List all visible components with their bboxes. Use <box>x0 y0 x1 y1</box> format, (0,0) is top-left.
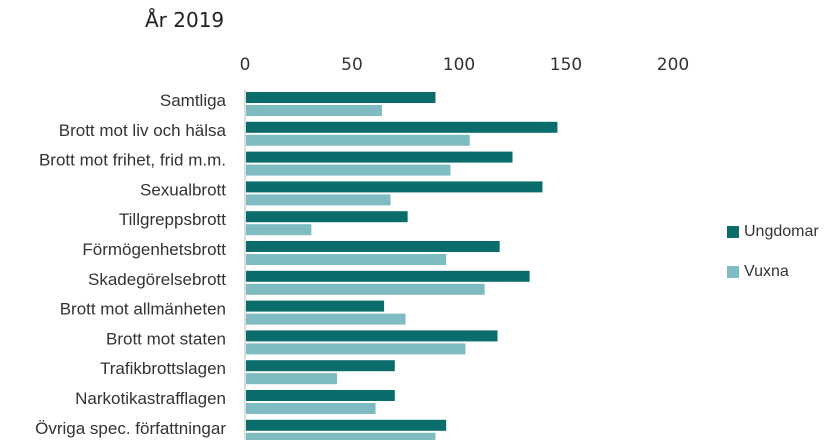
bar-vuxna <box>246 403 376 414</box>
bar-vuxna <box>246 164 451 176</box>
legend-item-vuxna: Vuxna <box>727 262 819 282</box>
bar-ungdomar <box>246 121 558 133</box>
category-label: Brott mot staten <box>106 329 226 348</box>
bar-ungdomar <box>246 211 408 223</box>
bar-ungdomar <box>246 241 500 252</box>
bar-vuxna <box>246 254 447 265</box>
bar-ungdomar <box>246 92 436 103</box>
legend-label-ungdomar: Ungdomar <box>744 223 819 240</box>
bar-vuxna <box>246 224 312 236</box>
bar-vuxna <box>246 283 485 295</box>
legend: Ungdomar Vuxna <box>727 222 819 302</box>
bar-vuxna <box>246 343 466 355</box>
legend-swatch-ungdomar <box>727 226 739 238</box>
bar-vuxna <box>246 105 382 116</box>
x-tick-label: 50 <box>341 55 363 75</box>
bar-ungdomar <box>246 419 447 431</box>
bar-vuxna <box>246 432 436 440</box>
category-label: Samtliga <box>160 91 227 110</box>
category-label: Skadegörelsebrott <box>88 270 226 289</box>
bar-ungdomar <box>246 151 513 163</box>
bar-ungdomar <box>246 390 395 401</box>
legend-swatch-vuxna <box>727 266 739 278</box>
bar-ungdomar <box>246 270 530 282</box>
legend-item-ungdomar: Ungdomar <box>727 222 819 242</box>
bar-vuxna <box>246 134 470 146</box>
bar-vuxna <box>246 373 338 385</box>
bar-ungdomar <box>246 330 498 342</box>
category-label: Brott mot allmänheten <box>60 300 226 319</box>
category-label: Brott mot liv och hälsa <box>59 121 227 140</box>
category-label: Förmögenhetsbrott <box>82 240 226 259</box>
category-label: Övriga spec. författningar <box>35 419 226 438</box>
bar-vuxna <box>246 313 406 325</box>
bar-ungdomar <box>246 300 385 312</box>
x-tick-label: 150 <box>550 55 582 75</box>
category-label: Sexualbrott <box>140 180 226 199</box>
x-tick-label: 200 <box>657 55 689 75</box>
bar-ungdomar <box>246 360 395 372</box>
chart-title: År 2019 <box>145 8 225 32</box>
category-label: Trafikbrottslagen <box>100 359 226 378</box>
category-label: Tillgreppsbrott <box>119 210 226 229</box>
legend-label-vuxna: Vuxna <box>744 263 789 280</box>
category-label: Brott mot frihet, frid m.m. <box>39 151 226 170</box>
bar-ungdomar <box>246 181 543 193</box>
bar-vuxna <box>246 194 391 206</box>
category-label: Narkotikastrafflagen <box>75 389 226 408</box>
x-tick-label: 0 <box>240 55 251 75</box>
x-tick-label: 100 <box>443 55 475 75</box>
